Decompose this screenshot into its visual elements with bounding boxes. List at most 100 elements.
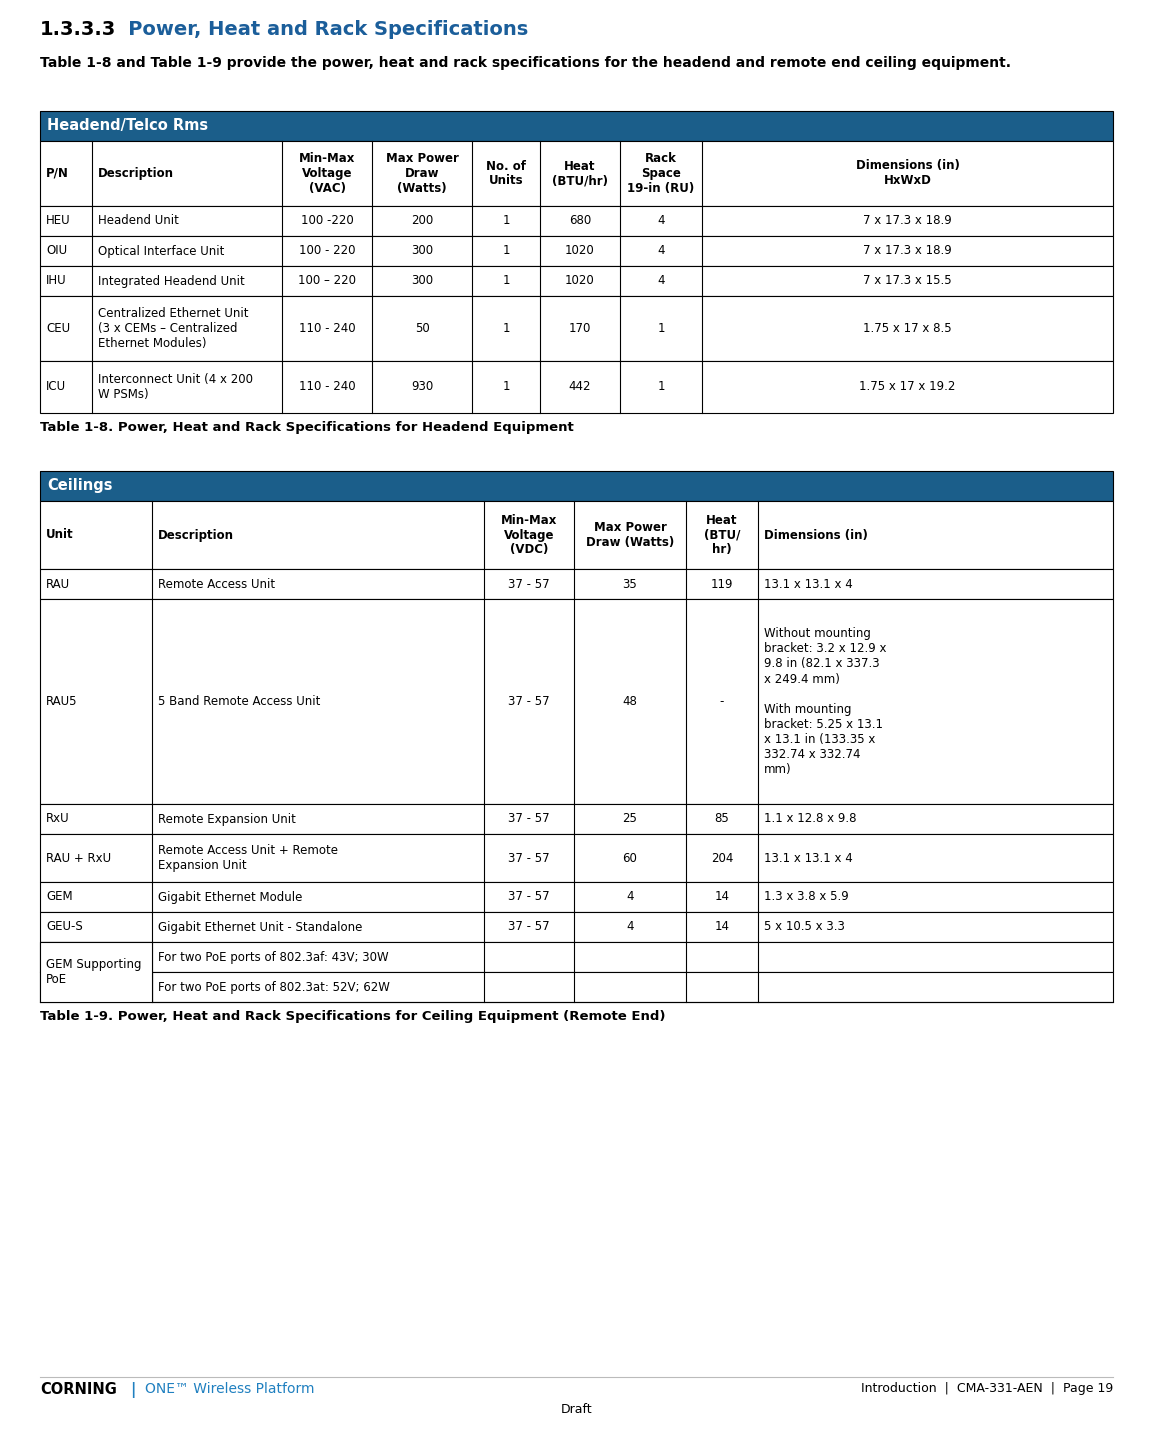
Text: 1.75 x 17 x 19.2: 1.75 x 17 x 19.2 (859, 380, 956, 393)
Text: Remote Access Unit + Remote
Expansion Unit: Remote Access Unit + Remote Expansion Un… (158, 844, 338, 872)
Text: Rack
Space
19-in (RU): Rack Space 19-in (RU) (627, 152, 694, 195)
Text: 5 Band Remote Access Unit: 5 Band Remote Access Unit (158, 695, 321, 707)
Text: ONE™ Wireless Platform: ONE™ Wireless Platform (145, 1382, 315, 1396)
Text: CEU: CEU (46, 321, 70, 334)
Text: Introduction  |  CMA-331-AEN  |  Page 19: Introduction | CMA-331-AEN | Page 19 (861, 1382, 1113, 1395)
Text: 200: 200 (410, 214, 434, 228)
Text: 100 – 220: 100 – 220 (297, 274, 356, 287)
Text: 14: 14 (715, 891, 730, 904)
Bar (40, 913, 1113, 941)
Text: RAU + RxU: RAU + RxU (46, 851, 111, 864)
Text: 37 - 57: 37 - 57 (508, 920, 550, 934)
Text: 119: 119 (710, 577, 733, 590)
Text: Gigabit Ethernet Module: Gigabit Ethernet Module (158, 891, 302, 904)
Bar (40, 296, 1113, 362)
Text: 4: 4 (657, 244, 665, 257)
Text: Remote Expansion Unit: Remote Expansion Unit (158, 812, 296, 825)
Text: Dimensions (in): Dimensions (in) (764, 528, 868, 541)
Text: Heat
(BTU/
hr): Heat (BTU/ hr) (703, 514, 740, 557)
Text: 1: 1 (657, 380, 665, 393)
Text: Draft: Draft (560, 1403, 593, 1416)
Text: 4: 4 (657, 214, 665, 228)
Text: GEU-S: GEU-S (46, 920, 83, 934)
Text: GEM Supporting
PoE: GEM Supporting PoE (46, 959, 142, 986)
Text: 1020: 1020 (565, 244, 595, 257)
Bar (40, 110, 1113, 141)
Text: 170: 170 (568, 321, 591, 334)
Bar (40, 265, 1113, 296)
Text: 442: 442 (568, 380, 591, 393)
Text: 1.3 x 3.8 x 5.9: 1.3 x 3.8 x 5.9 (764, 891, 849, 904)
Text: 13.1 x 13.1 x 4: 13.1 x 13.1 x 4 (764, 577, 853, 590)
Text: Table 1-8. Power, Heat and Rack Specifications for Headend Equipment: Table 1-8. Power, Heat and Rack Specific… (40, 420, 574, 433)
Text: Remote Access Unit: Remote Access Unit (158, 577, 276, 590)
Text: 5 x 10.5 x 3.3: 5 x 10.5 x 3.3 (764, 920, 845, 934)
Text: 7 x 17.3 x 18.9: 7 x 17.3 x 18.9 (864, 214, 952, 228)
Text: OIU: OIU (46, 244, 67, 257)
Text: 930: 930 (410, 380, 434, 393)
Text: 680: 680 (568, 214, 591, 228)
Text: No. of
Units: No. of Units (487, 159, 526, 188)
Bar (40, 471, 1113, 501)
Text: Unit: Unit (46, 528, 74, 541)
Text: Description: Description (98, 166, 174, 179)
Text: 37 - 57: 37 - 57 (508, 695, 550, 707)
Text: 1: 1 (503, 244, 510, 257)
Bar (40, 570, 1113, 598)
Bar (40, 834, 1113, 883)
Text: 35: 35 (623, 577, 638, 590)
Text: 48: 48 (623, 695, 638, 707)
Text: 1.1 x 12.8 x 9.8: 1.1 x 12.8 x 9.8 (764, 812, 857, 825)
Text: Description: Description (158, 528, 234, 541)
Text: 4: 4 (657, 274, 665, 287)
Text: 37 - 57: 37 - 57 (508, 577, 550, 590)
Text: 1: 1 (503, 274, 510, 287)
Text: 7 x 17.3 x 18.9: 7 x 17.3 x 18.9 (864, 244, 952, 257)
Text: Dimensions (in)
HxWxD: Dimensions (in) HxWxD (856, 159, 959, 188)
Text: 25: 25 (623, 812, 638, 825)
Bar (40, 883, 1113, 913)
Text: Interconnect Unit (4 x 200
W PSMs): Interconnect Unit (4 x 200 W PSMs) (98, 373, 253, 400)
Text: 300: 300 (410, 274, 434, 287)
Text: RAU5: RAU5 (46, 695, 77, 707)
Text: Heat
(BTU/hr): Heat (BTU/hr) (552, 159, 608, 188)
Text: Headend/Telco Rms: Headend/Telco Rms (47, 118, 209, 133)
Text: 1: 1 (503, 380, 510, 393)
Text: 4: 4 (626, 920, 634, 934)
Bar (40, 141, 1113, 207)
Text: P/N: P/N (46, 166, 69, 179)
Bar (40, 804, 1113, 834)
Text: 50: 50 (415, 321, 429, 334)
Text: Integrated Headend Unit: Integrated Headend Unit (98, 274, 244, 287)
Text: 85: 85 (715, 812, 730, 825)
Text: 37 - 57: 37 - 57 (508, 851, 550, 864)
Text: For two PoE ports of 802.3af: 43V; 30W: For two PoE ports of 802.3af: 43V; 30W (158, 950, 389, 963)
Bar (40, 110, 1113, 141)
Text: Min-Max
Voltage
(VDC): Min-Max Voltage (VDC) (500, 514, 557, 557)
Text: CORNING: CORNING (40, 1382, 116, 1398)
Text: RAU: RAU (46, 577, 70, 590)
Text: Ceilings: Ceilings (47, 478, 113, 494)
Text: Min-Max
Voltage
(VAC): Min-Max Voltage (VAC) (299, 152, 355, 195)
Text: Table 1-8 and Table 1-9 provide the power, heat and rack specifications for the : Table 1-8 and Table 1-9 provide the powe… (40, 56, 1011, 70)
Text: 1.3.3.3: 1.3.3.3 (40, 20, 116, 39)
Text: RxU: RxU (46, 812, 69, 825)
Text: Max Power
Draw
(Watts): Max Power Draw (Watts) (385, 152, 459, 195)
Text: 37 - 57: 37 - 57 (508, 891, 550, 904)
Bar (40, 362, 1113, 413)
Text: ICU: ICU (46, 380, 66, 393)
Text: 110 - 240: 110 - 240 (299, 380, 355, 393)
Text: 100 -220: 100 -220 (301, 214, 353, 228)
Text: 204: 204 (710, 851, 733, 864)
Text: For two PoE ports of 802.3at: 52V; 62W: For two PoE ports of 802.3at: 52V; 62W (158, 980, 390, 993)
Text: Table 1-9. Power, Heat and Rack Specifications for Ceiling Equipment (Remote End: Table 1-9. Power, Heat and Rack Specific… (40, 1010, 665, 1023)
Text: 7 x 17.3 x 15.5: 7 x 17.3 x 15.5 (864, 274, 952, 287)
Text: 1020: 1020 (565, 274, 595, 287)
Text: Gigabit Ethernet Unit - Standalone: Gigabit Ethernet Unit - Standalone (158, 920, 362, 934)
Text: 60: 60 (623, 851, 638, 864)
Text: GEM: GEM (46, 891, 73, 904)
Bar (40, 207, 1113, 235)
Bar (40, 941, 1113, 971)
Text: |: | (130, 1382, 135, 1398)
Text: Optical Interface Unit: Optical Interface Unit (98, 244, 225, 257)
